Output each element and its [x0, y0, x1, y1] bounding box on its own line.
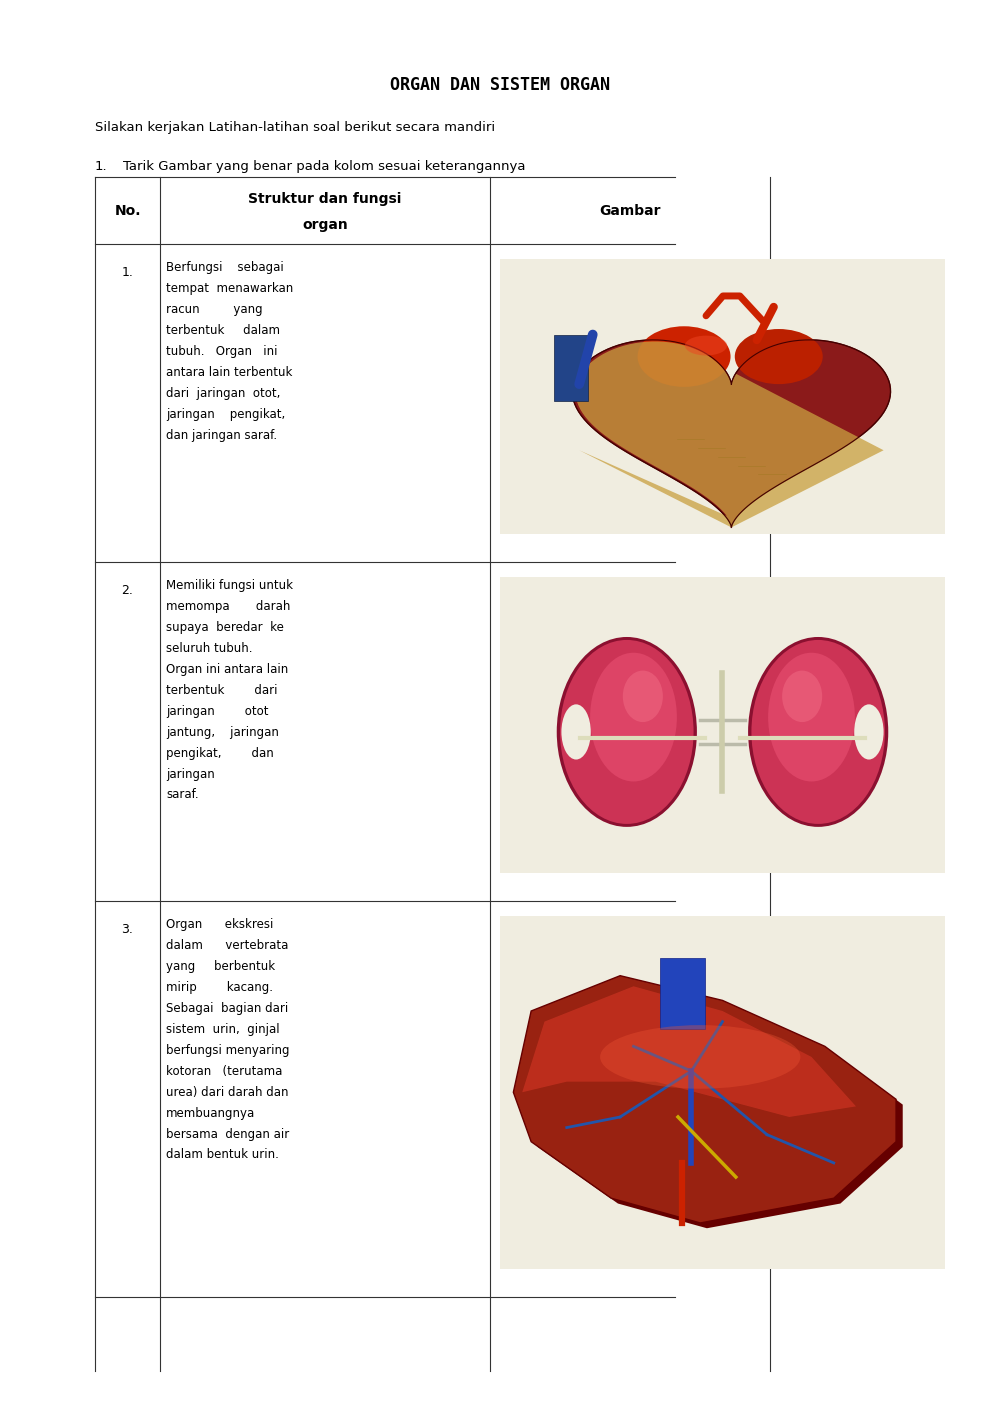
- Text: jaringan        otot: jaringan otot: [166, 705, 268, 718]
- Text: jaringan    pengikat,: jaringan pengikat,: [166, 408, 285, 421]
- Text: Organ      ekskresi: Organ ekskresi: [166, 918, 273, 931]
- Text: dari  jaringan  otot,: dari jaringan otot,: [166, 387, 280, 400]
- Polygon shape: [575, 342, 884, 527]
- Text: racun         yang: racun yang: [166, 304, 263, 317]
- Text: berfungsi menyaring: berfungsi menyaring: [166, 1044, 290, 1057]
- Text: tempat  menawarkan: tempat menawarkan: [166, 283, 293, 295]
- Text: Organ ini antara lain: Organ ini antara lain: [166, 663, 288, 675]
- Text: Sebagai  bagian dari: Sebagai bagian dari: [166, 1002, 288, 1015]
- Bar: [500, 259, 945, 534]
- Ellipse shape: [590, 653, 677, 781]
- Text: Silakan kerjakan Latihan-latihan soal berikut secara mandiri: Silakan kerjakan Latihan-latihan soal be…: [95, 120, 495, 134]
- Text: saraf.: saraf.: [166, 788, 199, 801]
- Text: bersama  dengan air: bersama dengan air: [166, 1128, 289, 1140]
- Text: Berfungsi    sebagai: Berfungsi sebagai: [166, 261, 284, 274]
- Bar: [500, 916, 945, 1269]
- Polygon shape: [522, 986, 856, 1116]
- Ellipse shape: [638, 326, 731, 387]
- Text: sistem  urin,  ginjal: sistem urin, ginjal: [166, 1023, 280, 1036]
- Ellipse shape: [623, 671, 663, 722]
- Text: 1.: 1.: [122, 266, 133, 278]
- Text: terbentuk     dalam: terbentuk dalam: [166, 324, 280, 338]
- Text: Memiliki fungsi untuk: Memiliki fungsi untuk: [166, 579, 293, 592]
- Polygon shape: [572, 341, 891, 527]
- Ellipse shape: [560, 640, 694, 824]
- Ellipse shape: [600, 1026, 800, 1088]
- Text: jaringan: jaringan: [166, 767, 215, 780]
- Text: memompa       darah: memompa darah: [166, 601, 290, 613]
- Text: organ: organ: [302, 218, 348, 232]
- Text: urea) dari darah dan: urea) dari darah dan: [166, 1085, 288, 1099]
- Text: 3.: 3.: [122, 923, 133, 935]
- Text: Struktur dan fungsi: Struktur dan fungsi: [248, 192, 402, 206]
- Text: Tarik Gambar yang benar pada kolom sesuai keterangannya: Tarik Gambar yang benar pada kolom sesua…: [123, 160, 526, 172]
- Ellipse shape: [854, 704, 884, 760]
- Ellipse shape: [782, 671, 822, 722]
- Text: Gambar: Gambar: [599, 203, 661, 218]
- Ellipse shape: [685, 336, 727, 356]
- Polygon shape: [520, 981, 903, 1228]
- Text: dalam      vertebrata: dalam vertebrata: [166, 940, 288, 952]
- Text: dan jaringan saraf.: dan jaringan saraf.: [166, 428, 277, 442]
- Text: antara lain terbentuk: antara lain terbentuk: [166, 366, 292, 379]
- Text: 2.: 2.: [122, 584, 133, 596]
- Bar: [500, 577, 945, 873]
- Ellipse shape: [751, 640, 885, 824]
- Bar: [554, 335, 588, 401]
- Text: jantung,    jaringan: jantung, jaringan: [166, 726, 279, 739]
- Bar: [660, 958, 705, 1029]
- Polygon shape: [513, 975, 896, 1224]
- Text: ORGAN DAN SISTEM ORGAN: ORGAN DAN SISTEM ORGAN: [390, 76, 610, 93]
- Text: yang     berbentuk: yang berbentuk: [166, 961, 275, 974]
- Ellipse shape: [768, 653, 855, 781]
- Text: supaya  beredar  ke: supaya beredar ke: [166, 622, 284, 634]
- Text: No.: No.: [114, 203, 141, 218]
- Text: pengikat,        dan: pengikat, dan: [166, 746, 274, 760]
- Text: membuangnya: membuangnya: [166, 1106, 255, 1119]
- Ellipse shape: [748, 637, 888, 827]
- Text: tubuh.   Organ   ini: tubuh. Organ ini: [166, 345, 278, 357]
- Text: terbentuk        dari: terbentuk dari: [166, 684, 278, 697]
- Text: kotoran   (terutama: kotoran (terutama: [166, 1065, 282, 1078]
- Text: mirip        kacang.: mirip kacang.: [166, 981, 273, 995]
- Text: dalam bentuk urin.: dalam bentuk urin.: [166, 1149, 279, 1161]
- Ellipse shape: [557, 637, 697, 827]
- Text: seluruh tubuh.: seluruh tubuh.: [166, 642, 252, 656]
- Ellipse shape: [561, 704, 591, 760]
- Text: 1.: 1.: [95, 160, 108, 172]
- Ellipse shape: [735, 329, 823, 384]
